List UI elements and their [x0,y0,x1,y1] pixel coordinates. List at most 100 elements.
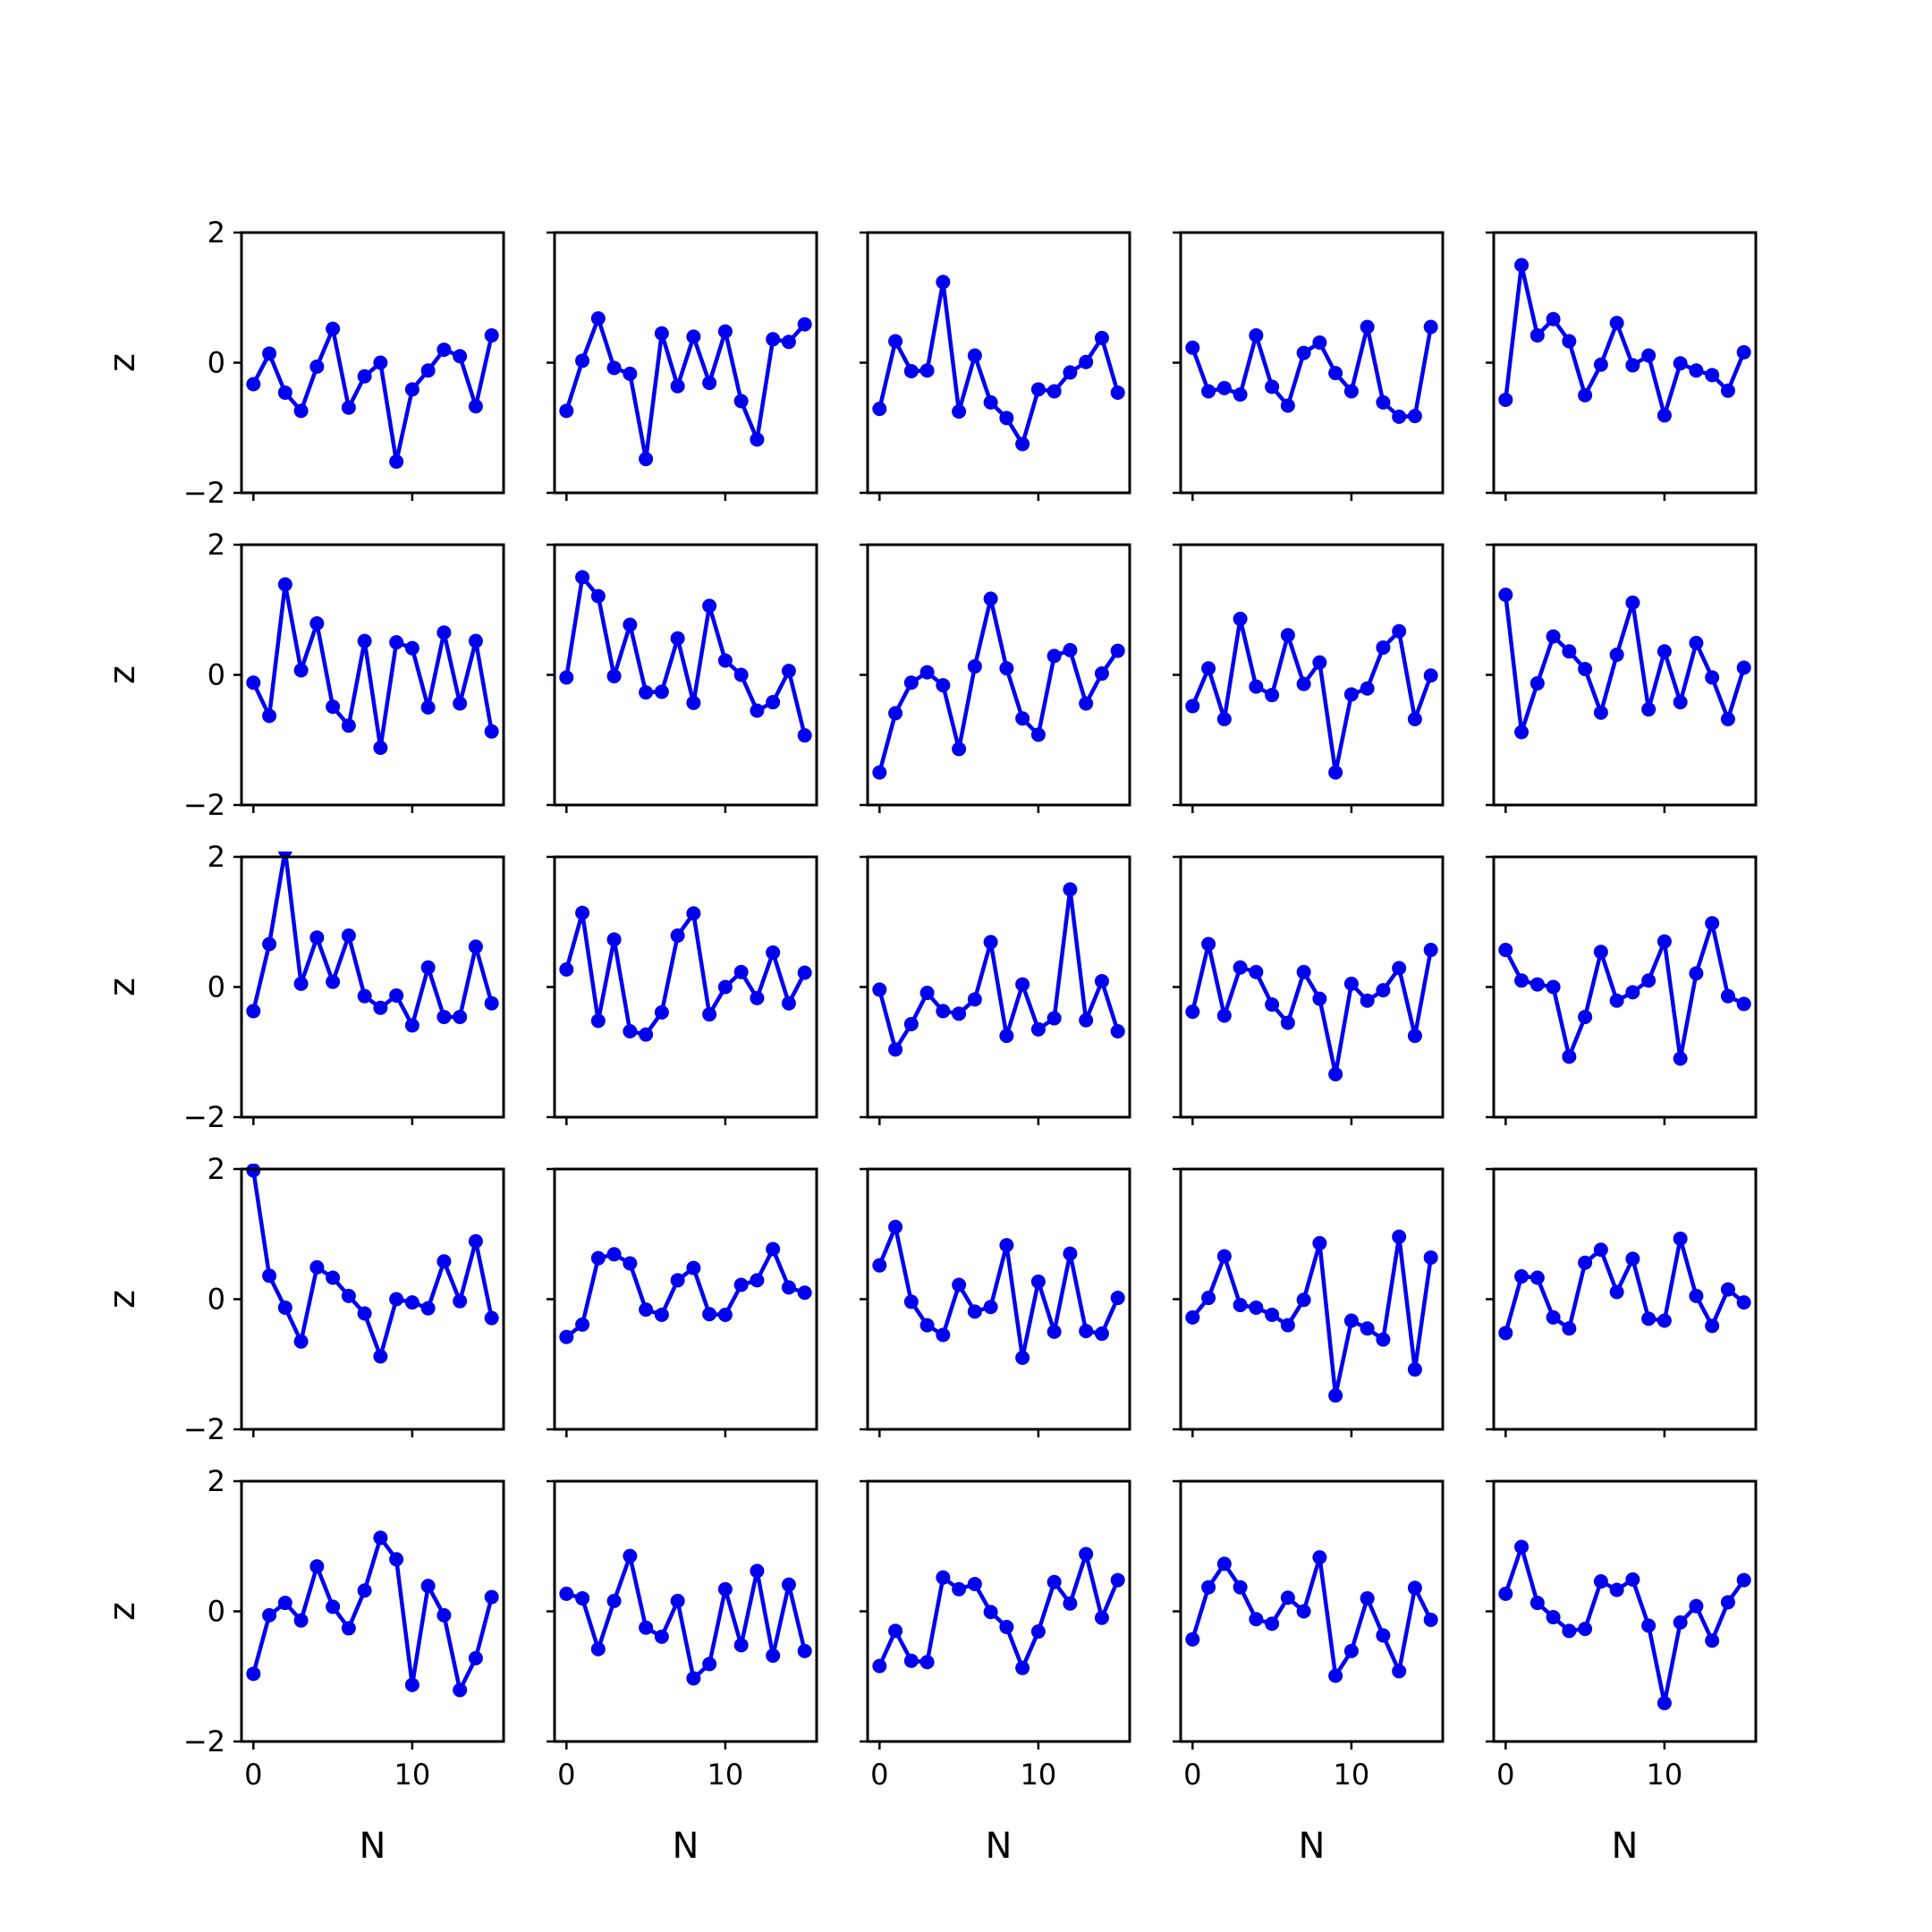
y-axis-label: z [102,1602,143,1621]
data-point [1046,1574,1062,1589]
data-point [559,403,574,419]
data-point [1233,387,1248,402]
data-point [1030,727,1046,742]
axes-frame [240,231,505,495]
data-point [1046,384,1062,399]
data-point [559,670,574,685]
data-point [936,678,951,693]
data-point [1609,1284,1624,1300]
data-point [1407,1362,1422,1377]
data-point [781,1577,796,1592]
data-point [309,359,325,374]
data-point [983,394,998,410]
data-point [670,1593,685,1608]
data-point [872,1258,887,1273]
data-point [1360,993,1375,1008]
data-point [1249,964,1264,979]
y-tick-label: −2 [183,1412,225,1446]
data-point [590,311,606,326]
subplot-5-4: 0 10N [1173,1479,1445,1867]
data-point [1593,1574,1608,1589]
data-point [1562,1321,1577,1336]
data-point [733,667,749,682]
data-point [326,321,341,336]
data-point [262,1607,277,1623]
data-point [326,1599,341,1614]
data-point [686,906,701,921]
data-point [277,852,292,858]
data-point [766,1241,781,1257]
data-point [903,1653,919,1668]
data-point [1625,985,1640,1000]
data-point [1498,1326,1513,1341]
data-point [1705,368,1720,383]
data-point [1328,366,1343,381]
data-point [1312,991,1327,1006]
data-point [1079,354,1094,369]
series-line [1191,1555,1433,1678]
data-point [246,675,261,691]
data-point [750,432,765,447]
data-point [1216,1249,1232,1264]
data-point [1185,1631,1200,1647]
series-group [1185,1550,1438,1683]
data-point [1265,688,1280,703]
series-group [1498,1539,1751,1711]
series-group [559,905,812,1042]
data-point [639,685,654,700]
data-point [1657,408,1672,423]
data-point [453,696,468,711]
y-tick-label: 0 [208,1595,225,1629]
data-point [999,1238,1014,1253]
series-line [251,1536,494,1692]
data-point [309,1559,325,1574]
data-point [1392,1664,1407,1679]
data-point [1343,687,1359,702]
data-point [277,577,292,592]
data-point [670,378,685,394]
data-point [1657,644,1672,659]
data-point [1360,1321,1375,1336]
series-group [246,1530,499,1698]
data-point [453,1293,468,1309]
series-line [251,1170,494,1359]
data-point [1201,1291,1216,1306]
series-group [246,577,499,755]
data-point [1343,1643,1359,1658]
data-point [999,661,1014,676]
data-point [484,327,499,343]
data-point [484,724,499,739]
series-line [564,911,807,1037]
data-point [1514,1269,1530,1284]
data-point [1233,611,1248,626]
y-axis-label: z [102,978,143,996]
data-point [654,1629,669,1644]
series-group [559,1241,812,1344]
data-point [1641,702,1657,717]
data-point [983,1605,998,1620]
data-point [1578,1255,1593,1270]
y-tick-label: 2 [208,528,225,562]
data-point [1063,1596,1078,1611]
data-point [952,404,967,419]
data-point [797,317,812,332]
data-point [952,741,967,757]
data-point [797,1643,812,1658]
data-point [1514,973,1530,988]
data-point [797,728,812,743]
data-point [1110,1572,1125,1588]
series-group [1185,611,1438,780]
data-point [559,1586,574,1601]
data-point [293,1613,309,1628]
data-point [766,1648,781,1663]
axes-frame [553,1479,818,1743]
y-tick-label: −2 [183,476,225,510]
data-point [420,1301,436,1316]
data-point [1328,1066,1343,1081]
data-point [1498,943,1513,958]
data-point [670,1273,685,1288]
data-point [1689,363,1704,378]
series-line [877,1552,1120,1671]
x-tick-label: 10 [1334,1758,1370,1792]
